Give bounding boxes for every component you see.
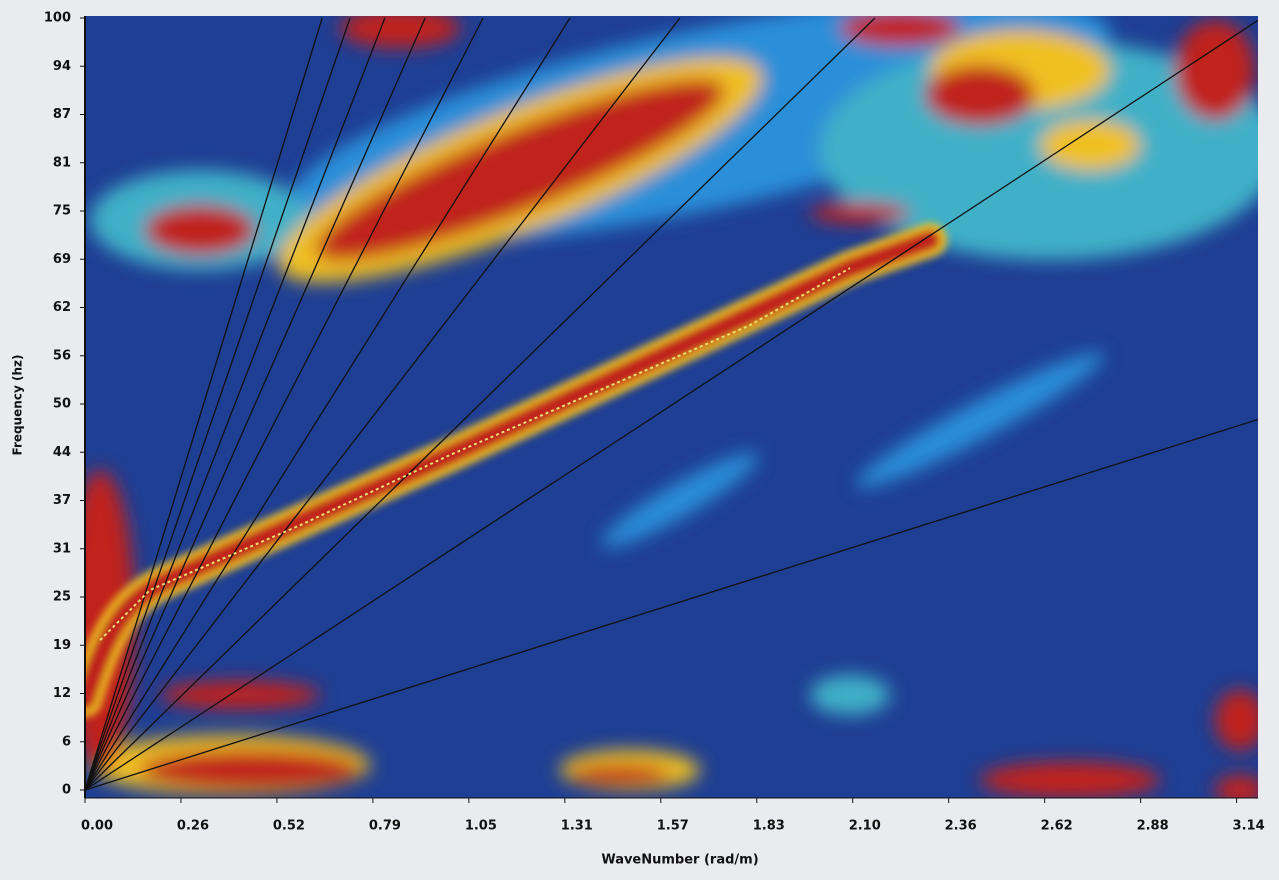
x-tick-label: 0.00 [81, 819, 113, 834]
y-tick-label: 19 [53, 638, 71, 653]
x-tick-label: 1.57 [657, 819, 689, 834]
chart: WaveNumber (rad/m) Frequency (hz) 0 6 12 19… [0, 0, 1279, 876]
y-tick-label: 25 [53, 590, 71, 605]
y-tick-label: 0 [62, 783, 71, 798]
x-tick-label: 0.52 [273, 819, 305, 834]
y-tick-label: 31 [53, 541, 71, 556]
y-axis-label: Frequency (hz) [11, 355, 25, 456]
x-tick-label: 1.31 [561, 819, 593, 834]
y-tick-label: 87 [53, 107, 71, 122]
y-tick-label: 12 [53, 686, 71, 701]
x-tick-label: 1.83 [753, 819, 785, 834]
y-tick-label: 44 [53, 445, 71, 460]
y-tick-label: 62 [53, 300, 71, 315]
y-tick-label: 37 [53, 493, 71, 508]
y-tick-label: 6 [62, 734, 71, 749]
page: WaveNumber (rad/m) Frequency (hz) 0 6 12 19… [0, 0, 1279, 876]
y-tick-label: 50 [53, 397, 71, 412]
x-tick-label: 2.10 [849, 819, 881, 834]
y-tick-label: 75 [53, 204, 71, 219]
y-tick-label: 94 [53, 59, 71, 74]
y-tick-label: 69 [53, 252, 71, 267]
spectrum [65, 0, 1279, 805]
x-tick-label: 0.26 [177, 819, 209, 834]
y-tick-label: 56 [53, 348, 71, 363]
x-tick-label: 2.36 [945, 819, 977, 834]
x-axis-label: WaveNumber (rad/m) [601, 853, 758, 868]
x-tick-label: 0.79 [369, 819, 401, 834]
x-tick-label: 2.88 [1137, 819, 1169, 834]
y-tick-label: 100 [44, 11, 71, 26]
x-tick-label: 3.14 [1233, 819, 1265, 834]
x-tick-label: 1.05 [465, 819, 497, 834]
x-tick-label: 2.62 [1041, 819, 1073, 834]
y-tick-label: 81 [53, 155, 71, 170]
